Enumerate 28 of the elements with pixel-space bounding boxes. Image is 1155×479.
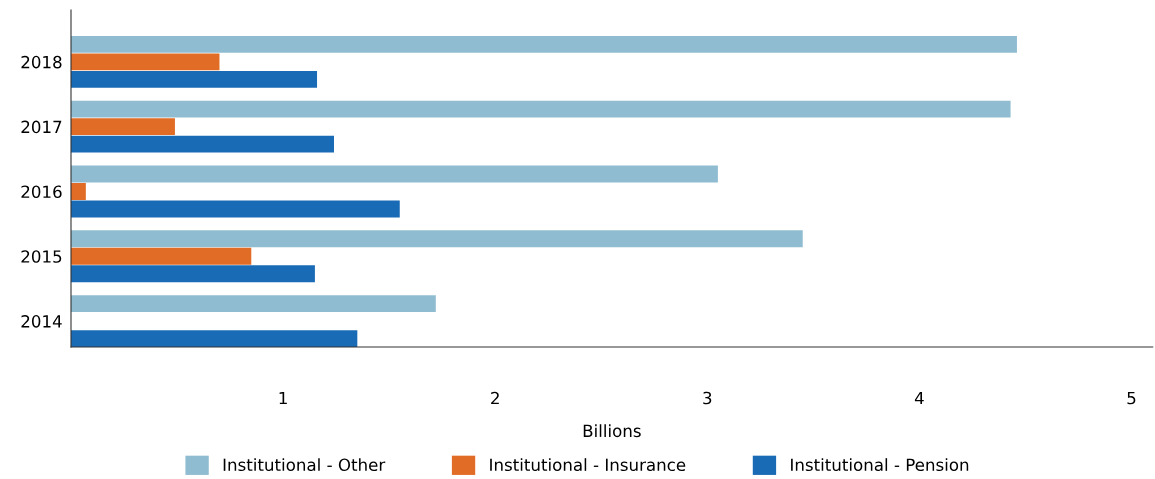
x-axis-title: Billions bbox=[583, 424, 641, 438]
bar bbox=[71, 330, 358, 347]
bar bbox=[71, 35, 1017, 53]
y-tick-label: 2015 bbox=[21, 250, 62, 263]
y-tick-label: 2016 bbox=[21, 185, 62, 199]
bar bbox=[71, 247, 252, 265]
bar bbox=[71, 118, 175, 136]
bar bbox=[71, 265, 315, 283]
legend-label: Institutional - Pension bbox=[791, 458, 969, 472]
x-tick-label: 5 bbox=[1127, 391, 1136, 405]
bar bbox=[71, 70, 318, 88]
bar bbox=[71, 135, 334, 153]
y-tick-label: 2014 bbox=[21, 315, 62, 328]
x-tick-label: 3 bbox=[703, 391, 712, 405]
bar bbox=[71, 295, 436, 312]
bar bbox=[71, 200, 400, 218]
bar bbox=[71, 53, 220, 71]
legend-label: Institutional - Insurance bbox=[490, 458, 686, 472]
y-tick-label: 2017 bbox=[21, 120, 62, 134]
x-tick-label: 4 bbox=[914, 391, 924, 405]
bar bbox=[71, 183, 86, 200]
x-tick-label: 2 bbox=[491, 391, 499, 405]
bar bbox=[71, 165, 718, 183]
x-tick-label: 1 bbox=[279, 391, 287, 405]
legend-label: Institutional - Other bbox=[223, 458, 386, 472]
bar bbox=[71, 100, 1011, 118]
bar bbox=[71, 230, 803, 248]
y-tick-label: 2018 bbox=[21, 55, 62, 69]
